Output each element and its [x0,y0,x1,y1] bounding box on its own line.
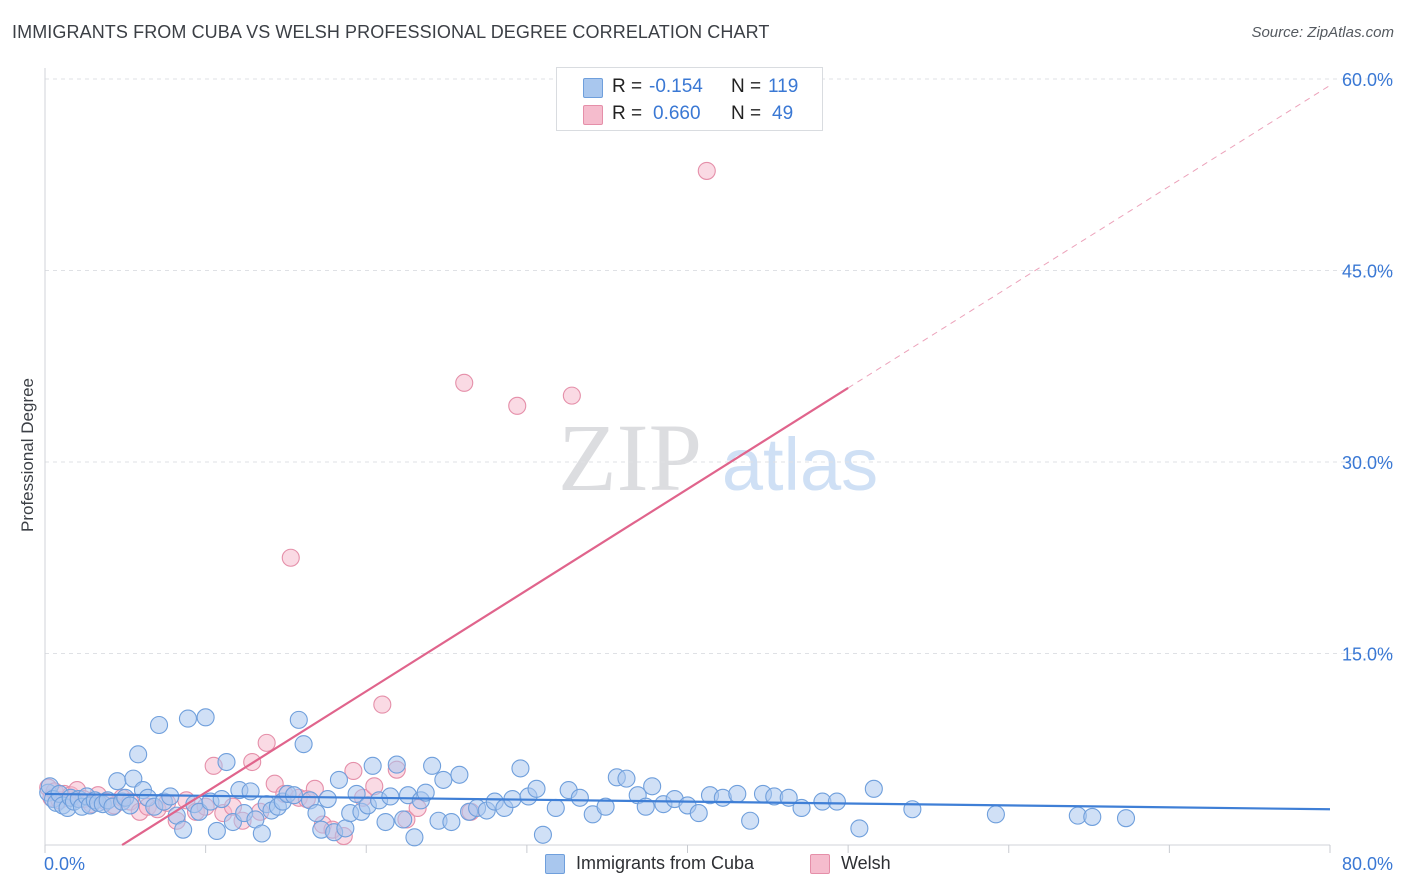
welsh-point [373,695,392,714]
cuba-point [864,779,883,798]
welsh-point [562,386,581,405]
cuba-point [174,820,193,839]
cuba-point [741,811,760,830]
cuba-trend-line [44,792,1331,811]
welsh-trend-line [121,387,849,846]
y-tick-label: 15.0% [1342,645,1393,665]
cuba-point [387,755,406,774]
cuba-point [307,804,326,823]
cuba-point [689,804,708,823]
welsh-point [697,161,716,180]
legend-n-label: N = [731,103,762,124]
cuba-point [617,769,636,788]
cuba-point [533,825,552,844]
cuba-point [450,765,469,784]
watermark-zip: ZIP [558,404,702,511]
data-points [39,161,1136,847]
welsh-trend-extension [847,84,1331,389]
bottom-legend-swatch-welsh [810,854,830,874]
cuba-point [394,810,413,829]
welsh-point [281,548,300,567]
cuba-point [434,770,453,789]
cuba-point [381,787,400,806]
cuba-point [190,802,209,821]
welsh-point [344,761,363,781]
legend-row-cuba: R = -0.154 N = 119 [557,74,822,100]
cuba-point [442,812,461,832]
cuba-point [1083,807,1102,826]
cuba-point [986,805,1005,824]
cuba-point [643,777,662,796]
watermark-atlas: atlas [722,423,878,506]
tick-labels: 15.0% 30.0% 45.0% 60.0% 0.0% 80.0% [44,70,1393,874]
legend-swatch-cuba [583,78,603,98]
cuba-point [527,779,546,798]
cuba-point [336,819,355,838]
cuba-point [363,756,382,775]
welsh-point [508,396,527,415]
cuba-point [416,783,435,802]
cuba-point [289,710,308,729]
y-tick-label: 60.0% [1342,70,1393,90]
x-tick-label: 0.0% [44,854,85,874]
bottom-legend-swatch-cuba [545,854,565,874]
legend-r-value-welsh: 0.660 [653,103,701,124]
cuba-point [511,759,530,778]
legend-r-label: R = [612,103,643,124]
legend-swatch-welsh [583,105,603,125]
legend-row-welsh: R = 0.660 N = 49 [557,101,822,127]
trend-lines [44,84,1331,846]
cuba-point [178,709,198,728]
cuba-point [284,786,304,805]
legend-n-label: N = [731,76,762,97]
cuba-point [728,784,747,803]
cuba-point [129,745,148,764]
y-tick-label: 30.0% [1342,453,1393,473]
cuba-point [252,824,271,843]
legend-n-value-welsh: 49 [772,103,794,124]
gridlines [45,78,1395,654]
legend-n-value-cuba: 119 [768,76,799,97]
cuba-point [636,797,655,816]
cuba-point [546,798,565,818]
cuba-point [294,735,313,754]
cuba-point [121,796,140,815]
watermark: ZIP atlas [558,404,878,511]
cuba-point [850,819,869,838]
cuba-point [405,828,424,847]
cuba-point [423,756,442,775]
chart-title: IMMIGRANTS FROM CUBA VS WELSH PROFESSION… [12,22,770,42]
cuba-point [596,797,615,816]
bottom-legend-label-cuba: Immigrants from Cuba [576,853,755,873]
legend-r-label: R = [612,76,643,97]
correlation-legend: R = -0.154 N = 119 R = 0.660 N = 49 [556,67,823,131]
cuba-point [329,770,348,789]
source-credit: Source: ZipAtlas.com [1251,24,1394,41]
y-tick-label: 45.0% [1342,262,1393,282]
cuba-point [827,792,846,811]
cuba-point [318,789,337,809]
legend-r-value-cuba: -0.154 [649,76,703,97]
bottom-legend-label-welsh: Welsh [841,853,891,873]
cuba-point [212,789,231,809]
cuba-point [376,812,395,832]
welsh-point [257,733,276,752]
cuba-point [108,772,127,791]
x-tick-label: 80.0% [1342,854,1393,874]
axes [44,68,1331,853]
cuba-point [196,708,215,727]
welsh-point [455,373,474,392]
cuba-point [207,821,226,841]
cuba-point [149,715,169,735]
cuba-point [1116,809,1136,828]
cuba-point [217,752,236,772]
cuba-point [570,788,589,807]
